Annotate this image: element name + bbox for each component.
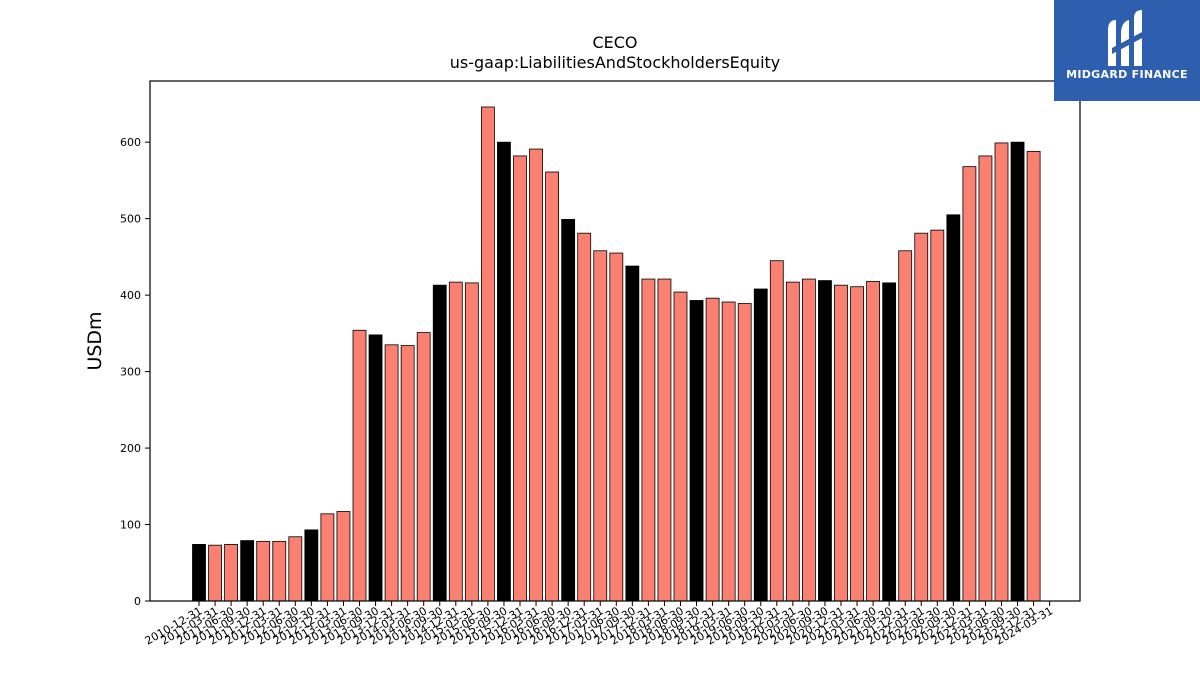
y-tick-label: 100 <box>120 519 141 532</box>
y-tick-label: 200 <box>120 442 141 455</box>
bar <box>1010 141 1025 602</box>
bar <box>304 529 319 602</box>
bar <box>962 166 977 602</box>
bar <box>432 284 447 602</box>
bar <box>978 155 993 602</box>
bar <box>850 286 864 602</box>
bar <box>400 345 415 602</box>
y-axis: 0 100 200 300 400 500 600 <box>120 136 150 608</box>
y-tick-label: 300 <box>120 366 141 379</box>
bar <box>657 278 672 602</box>
bar <box>1026 150 1041 602</box>
bar <box>224 544 239 602</box>
bar <box>834 284 848 602</box>
bar <box>866 280 880 602</box>
bar <box>882 282 897 602</box>
bar <box>930 229 945 602</box>
bar <box>914 232 929 602</box>
bar <box>593 250 608 602</box>
bar <box>545 171 559 602</box>
y-tick-label: 600 <box>120 136 141 149</box>
y-tick-label: 400 <box>120 289 141 302</box>
midgard-logo-icon <box>1108 10 1146 66</box>
bar <box>497 141 511 602</box>
bar <box>368 334 383 602</box>
plot-frame <box>149 80 1081 602</box>
bar <box>208 544 222 602</box>
bar <box>625 265 640 602</box>
bar <box>641 278 656 602</box>
brand-logo: MIDGARD FINANCE <box>1054 0 1200 101</box>
y-tick-label: 0 <box>134 595 141 608</box>
bar <box>464 282 479 602</box>
bar <box>192 544 206 602</box>
bar <box>272 540 287 602</box>
bar <box>946 214 961 602</box>
bar <box>994 142 1009 602</box>
bar <box>320 513 335 602</box>
bars-group <box>192 106 1041 602</box>
bar <box>753 288 768 602</box>
bar <box>288 536 303 602</box>
bar <box>561 219 576 602</box>
chart-subtitle: us-gaap:LiabilitiesAndStockholdersEquity <box>450 53 781 72</box>
bar <box>416 332 431 602</box>
bar <box>609 252 624 602</box>
y-axis-label: USDm <box>84 311 106 370</box>
bar <box>721 301 736 602</box>
bar <box>769 260 784 602</box>
y-tick-label: 500 <box>120 213 141 226</box>
bar <box>480 106 495 602</box>
bar <box>689 300 704 602</box>
bar <box>898 250 913 602</box>
bar <box>705 297 720 602</box>
bar <box>448 281 463 602</box>
bar <box>785 281 800 602</box>
bar <box>577 232 592 602</box>
bar <box>240 540 255 602</box>
bar <box>384 344 399 602</box>
bar <box>737 303 752 602</box>
bar <box>256 540 271 602</box>
x-axis: 2010-12-312011-03-312011-06-302011-09-30… <box>143 601 1055 648</box>
bar <box>673 291 688 602</box>
bar <box>513 155 527 602</box>
bar <box>352 329 367 602</box>
chart-title: CECO <box>592 33 637 52</box>
logo-text: MIDGARD FINANCE <box>1066 68 1188 81</box>
bar <box>529 148 543 602</box>
bar <box>802 278 816 602</box>
bar <box>336 511 351 602</box>
bar <box>818 280 832 602</box>
